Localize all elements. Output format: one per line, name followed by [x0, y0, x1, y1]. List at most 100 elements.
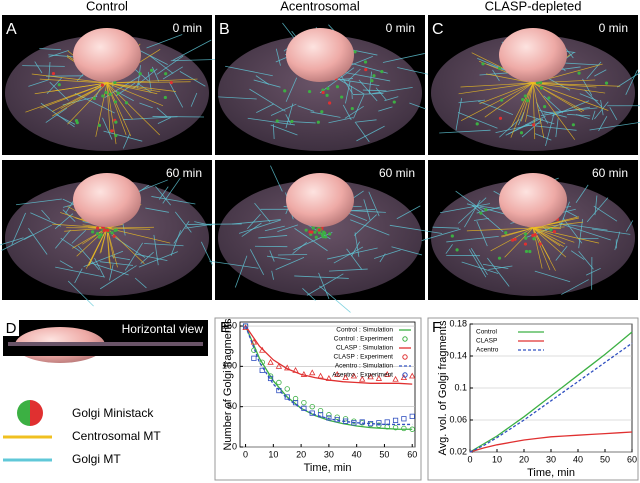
golgi-ministack — [308, 89, 312, 94]
golgi-mt — [134, 277, 147, 289]
marker — [309, 369, 316, 376]
marker — [367, 373, 374, 380]
marker — [251, 347, 257, 353]
golgi-ministack — [325, 93, 329, 97]
series-line — [469, 342, 633, 453]
golgi-mt — [319, 285, 351, 313]
golgi-mt — [570, 250, 585, 260]
centrosomal-mt — [88, 227, 108, 267]
golgi-mt — [41, 209, 51, 220]
golgi-mt — [362, 89, 387, 92]
golgi-ministack — [169, 80, 173, 85]
golgi-mt — [445, 244, 453, 254]
golgi-mt — [594, 101, 609, 120]
x-tick-label: 0 — [243, 449, 248, 459]
simulation-image: 0 min B — [215, 15, 440, 155]
golgi-ministack — [523, 242, 528, 246]
golgi-mt — [255, 75, 270, 85]
golgi-mt — [146, 34, 183, 49]
marker — [259, 359, 265, 366]
golgi-mt — [575, 114, 590, 120]
golgi-mt — [559, 222, 608, 231]
golgi-mt — [582, 78, 593, 96]
golgi-ministack — [340, 95, 344, 99]
golgi-ministack — [75, 121, 79, 125]
golgi-mt — [170, 230, 182, 256]
golgi-mt — [122, 134, 130, 149]
marker — [276, 387, 282, 394]
golgi-mt — [270, 124, 298, 136]
golgi-mt — [625, 69, 638, 95]
golgi-mt — [209, 260, 259, 269]
centrosomal-mt — [106, 82, 127, 135]
golgi-mt — [338, 78, 380, 87]
marker — [409, 413, 415, 419]
golgi-mt — [492, 69, 500, 82]
golgi-ministack — [95, 232, 100, 236]
golgi-mt — [157, 117, 171, 124]
golgi-mt — [319, 67, 355, 94]
golgi-ministack — [504, 231, 508, 235]
golgi-mt — [179, 71, 206, 87]
golgi-mt — [521, 118, 544, 138]
golgi-mt — [11, 212, 26, 245]
golgi-ministack — [316, 120, 320, 124]
centrosomal-mt — [106, 82, 117, 145]
time-label: 0 min — [173, 21, 202, 35]
golgi-mt — [384, 96, 399, 102]
x-tick-label: 30 — [546, 454, 556, 464]
golgi-mt — [457, 112, 498, 129]
plot-area — [239, 321, 416, 448]
golgi-mt — [347, 68, 361, 82]
golgi-ministack — [475, 122, 479, 126]
marker — [350, 372, 358, 379]
centrosomal-mt — [52, 82, 108, 117]
golgi-ministack — [538, 242, 542, 246]
golgi-mt — [363, 199, 371, 221]
golgi-mt — [561, 279, 589, 295]
golgi-mt — [266, 255, 291, 261]
nucleus — [73, 28, 141, 82]
golgi-mt — [354, 121, 370, 143]
golgi-mt — [277, 254, 308, 256]
golgi-ministack — [92, 96, 97, 101]
golgi-mt — [344, 105, 364, 119]
marker — [300, 370, 308, 377]
golgi-mt — [158, 186, 169, 200]
centrosomal-mt — [31, 73, 108, 84]
golgi-ministack — [335, 85, 340, 89]
centrosomal-mt — [532, 227, 567, 258]
golgi-ministack — [112, 234, 116, 238]
golgi-ministack — [149, 68, 154, 72]
time-label: 0 min — [599, 21, 628, 35]
golgi-mt — [378, 106, 393, 112]
golgi-mt — [156, 107, 168, 118]
golgi-mt — [356, 125, 385, 142]
centrosomal-mt — [40, 82, 108, 109]
panel-letter: A — [6, 21, 17, 38]
dish-side — [8, 342, 203, 346]
golgi-mt — [464, 199, 481, 228]
marker — [342, 418, 349, 424]
golgi-ministack — [283, 89, 287, 93]
marker — [351, 420, 357, 426]
golgi-mt — [391, 246, 423, 256]
golgi-mt — [49, 81, 69, 101]
golgi-mt — [534, 270, 571, 283]
golgi-mt — [151, 66, 160, 82]
golgi-mt — [133, 68, 150, 82]
centrosomal-mt — [100, 227, 108, 253]
marker — [392, 424, 399, 431]
golgi-ministack — [479, 211, 483, 215]
golgi-ministack — [532, 237, 536, 241]
golgi-mt — [54, 213, 74, 230]
marker — [401, 425, 407, 432]
centrosomal-mt — [106, 81, 191, 84]
golgi-mt — [591, 110, 596, 121]
y-tick-label: 0 — [232, 441, 237, 451]
centrosomal-mt — [106, 227, 145, 264]
golgi-mt — [565, 210, 578, 218]
golgi-ministack — [531, 233, 535, 238]
golgi-mt — [372, 86, 413, 94]
